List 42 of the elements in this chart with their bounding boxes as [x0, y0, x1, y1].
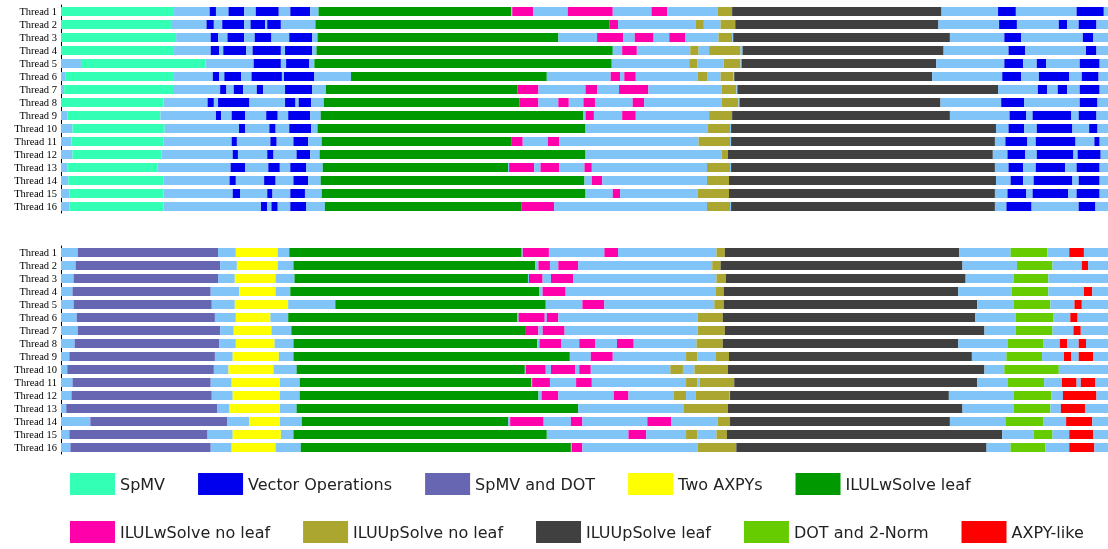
y-tick-label: Thread 5: [19, 58, 57, 69]
y-tick-label: Thread 11: [14, 136, 57, 147]
y-tick-label: Thread 10: [14, 364, 57, 375]
y-tick-label: Thread 12: [14, 149, 57, 160]
y-tick-label: Thread 3: [19, 32, 57, 43]
y-tick-label: Thread 4: [19, 286, 58, 297]
legend-label: AXPY-like: [1011, 522, 1084, 542]
y-tick-label: Thread 6: [19, 71, 57, 82]
y-tick-label: Thread 14: [14, 416, 58, 427]
y-tick-label: Thread 7: [19, 84, 57, 95]
legend-label: SpMV: [120, 474, 166, 494]
y-tick-label: Thread 2: [19, 260, 57, 271]
y-tick-label: Thread 1: [19, 247, 57, 258]
y-tick-label: Thread 15: [14, 429, 57, 440]
y-tick-label: Thread 7: [19, 325, 57, 336]
y-tick-label: Thread 8: [19, 97, 57, 108]
legend-label: ILUUpSolve no leaf: [353, 522, 504, 542]
y-tick-label: Thread 16: [14, 442, 57, 453]
y-tick-label: Thread 15: [14, 188, 57, 199]
y-tick-label: Thread 13: [14, 403, 57, 414]
y-tick-label: Thread 4: [19, 45, 58, 56]
y-tick-label: Thread 9: [19, 351, 57, 362]
y-tick-label: Thread 5: [19, 299, 57, 310]
y-tick-label: Thread 16: [14, 201, 57, 212]
legend-label: Two AXPYs: [677, 474, 763, 494]
y-tick-label: Thread 11: [14, 377, 57, 388]
y-tick-label: Thread 6: [19, 312, 57, 323]
legend-label: ILULwSolve no leaf: [120, 522, 271, 542]
y-tick-label: Thread 14: [14, 175, 58, 186]
legend-label: ILULwSolve leaf: [845, 474, 971, 494]
legend-label: DOT and 2-Norm: [793, 522, 929, 542]
y-tick-label: Thread 12: [14, 390, 57, 401]
y-tick-label: Thread 1: [19, 6, 57, 17]
y-tick-label: Thread 13: [14, 162, 57, 173]
legend-label: ILUUpSolve leaf: [586, 522, 712, 542]
legend-label: Vector Operations: [248, 474, 393, 494]
y-tick-label: Thread 3: [19, 273, 57, 284]
y-tick-label: Thread 2: [19, 19, 57, 30]
y-tick-label: Thread 9: [19, 110, 57, 121]
y-tick-label: Thread 10: [14, 123, 57, 134]
y-tick-label: Thread 8: [19, 338, 57, 349]
legend-label: SpMV and DOT: [475, 474, 596, 494]
